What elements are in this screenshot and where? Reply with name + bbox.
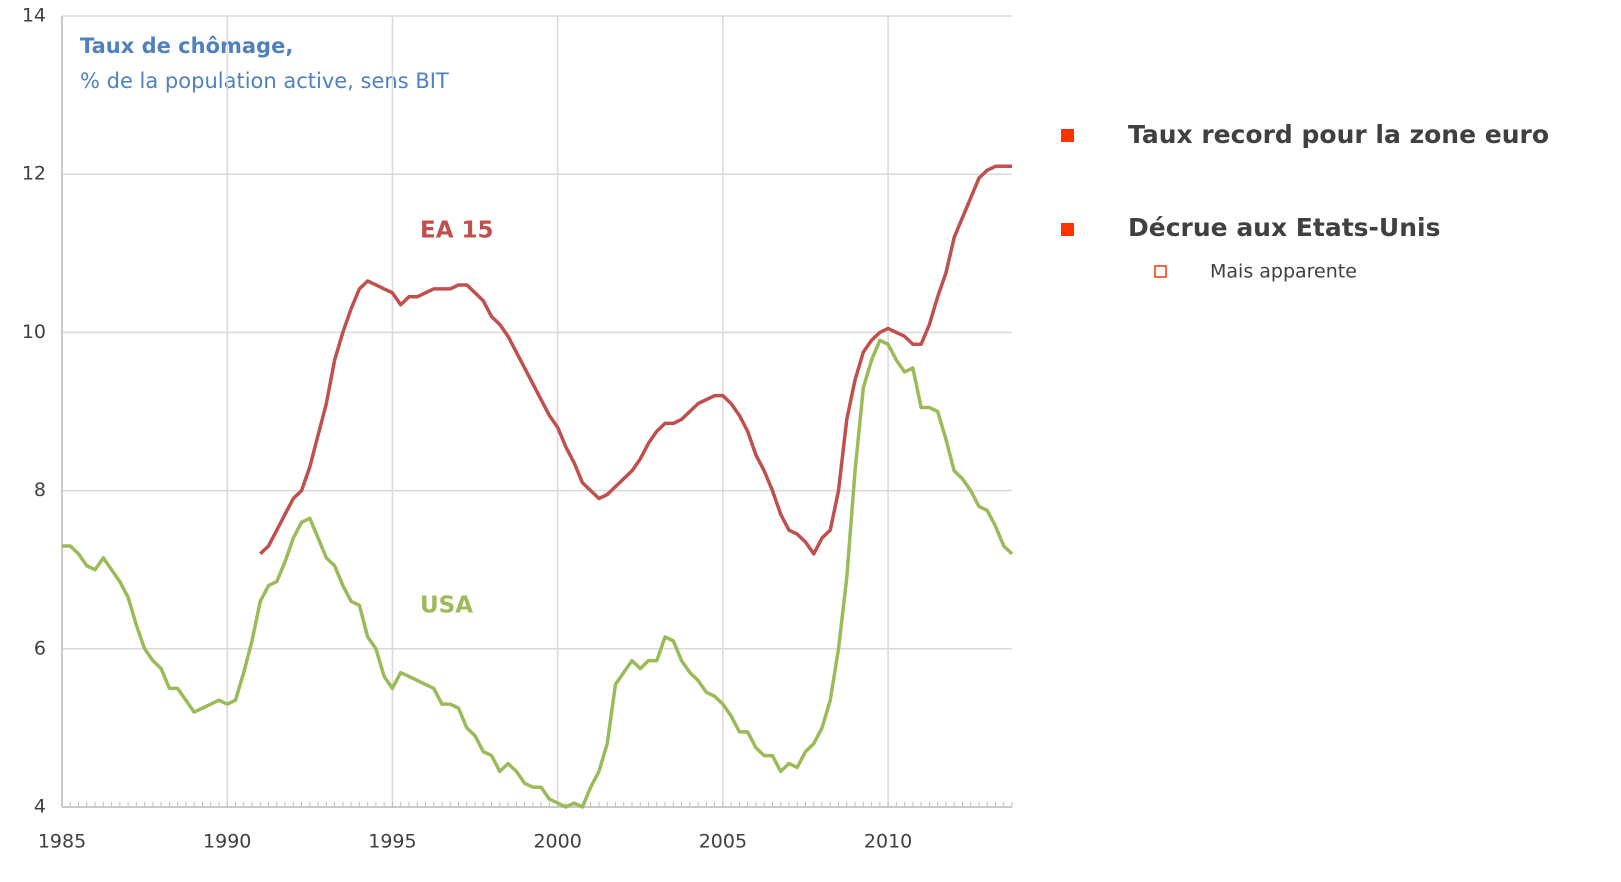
y-tick-label: 12 (22, 163, 46, 185)
bullet-text: Taux record pour la zone euro (1128, 120, 1549, 149)
series-line (62, 338, 1014, 809)
bullet-icon (1061, 129, 1074, 142)
sub-bullet-text: Mais apparente (1210, 261, 1357, 283)
x-tick-label: 2010 (864, 831, 912, 853)
sub-bullet-icon (1154, 265, 1167, 278)
chart-title: Taux de chômage, (80, 34, 293, 58)
x-tick-label: 1990 (203, 831, 251, 853)
x-tick-label: 2005 (699, 831, 747, 853)
y-tick-label: 6 (34, 637, 46, 659)
series-label: USA (420, 593, 473, 619)
series-line (259, 164, 1012, 556)
x-tick-label: 1995 (368, 831, 416, 853)
bullet-icon (1061, 223, 1074, 236)
y-tick-label: 4 (34, 796, 46, 818)
chart-subtitle: % de la population active, sens BIT (80, 69, 449, 93)
y-tick-label: 8 (34, 479, 46, 501)
x-tick-label: 1985 (38, 831, 86, 853)
y-tick-label: 14 (22, 5, 46, 27)
series-label: EA 15 (420, 218, 494, 244)
x-tick-label: 2000 (533, 831, 581, 853)
bullet-text: Décrue aux Etats-Unis (1128, 213, 1440, 242)
y-tick-label: 10 (22, 321, 46, 343)
